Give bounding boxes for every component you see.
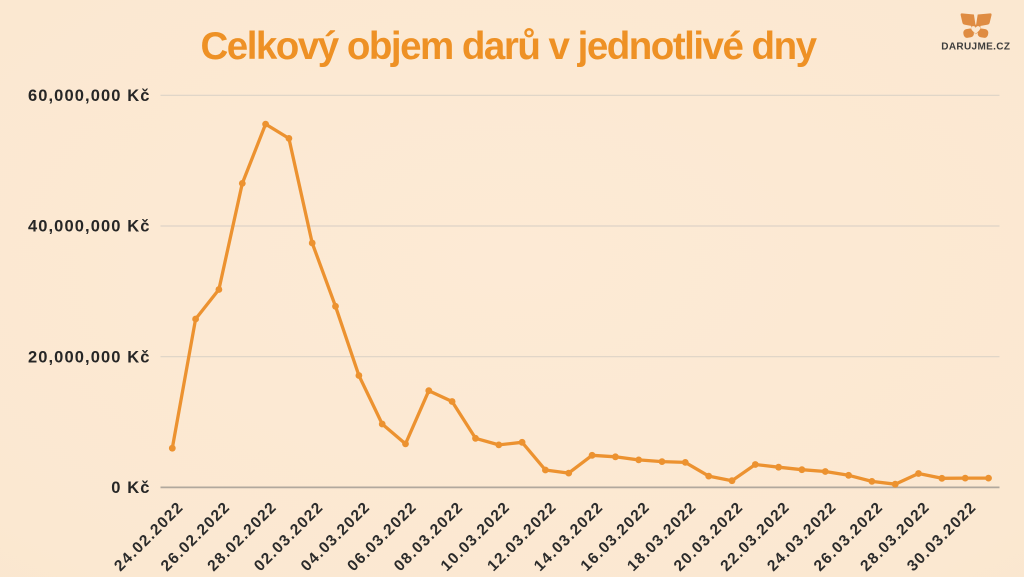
svg-text:60,000,000 Kč: 60,000,000 Kč bbox=[28, 87, 151, 105]
svg-text:0 Kč: 0 Kč bbox=[111, 479, 150, 497]
svg-text:DARUJME.CZ: DARUJME.CZ bbox=[941, 42, 1010, 53]
svg-text:40,000,000 Kč: 40,000,000 Kč bbox=[28, 218, 151, 236]
svg-text:20,000,000 Kč: 20,000,000 Kč bbox=[28, 348, 151, 366]
